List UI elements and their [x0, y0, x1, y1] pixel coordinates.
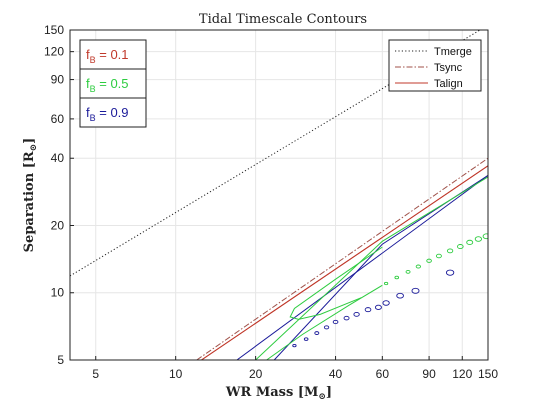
- legend-label-tsync: Tsync: [434, 62, 463, 74]
- y-tick-label: 120: [44, 45, 64, 59]
- fb-box: [79, 97, 147, 128]
- x-tick-label: 90: [422, 367, 436, 381]
- contour-island-fb-0.5: [415, 264, 421, 269]
- fb-label: fB = 0.9: [86, 105, 129, 123]
- contour-island-fb-0.5: [383, 281, 389, 286]
- x-tick-label: 120: [452, 367, 472, 381]
- contour-island-fb-0.5: [435, 253, 442, 259]
- fb-label: fB = 0.5: [86, 76, 129, 94]
- contour-line-fb-0.9: [236, 174, 488, 360]
- x-tick-label: 10: [169, 367, 183, 381]
- contour-line-fb-0.5: [289, 246, 383, 320]
- contour-island-fb-0.9: [382, 300, 390, 306]
- contour-island-fb-0.9: [303, 337, 309, 341]
- contour-line-fb-0.1: [201, 165, 488, 360]
- y-tick-label: 5: [57, 353, 64, 367]
- series-line-tsync: [196, 157, 488, 360]
- fb-box: [79, 39, 147, 70]
- y-tick-label: 60: [51, 112, 65, 126]
- contour-island-fb-0.9: [292, 343, 297, 348]
- contour-line-fb-0.5: [255, 176, 488, 360]
- x-tick-label: 5: [92, 367, 99, 381]
- x-tick-label: 40: [329, 367, 343, 381]
- legend-label-talign: Talign: [434, 78, 463, 90]
- y-axis-label: Separation [R⊙]: [22, 138, 39, 253]
- contour-island-fb-0.9: [314, 331, 320, 335]
- contour-island-fb-0.5: [446, 248, 454, 254]
- plot-frame: [69, 29, 489, 361]
- x-axis-ticks: 5 10 20 40 60 90 120 150: [92, 356, 498, 381]
- contour-island-fb-0.9: [445, 269, 455, 276]
- contour-island-fb-0.9: [374, 304, 382, 310]
- contour-island-fb-0.9: [332, 319, 339, 325]
- legend-label-tmerge: Tmerge: [434, 46, 472, 58]
- contour-island-fb-0.9: [323, 325, 330, 330]
- fb-annotation-group: fB = 0.1 fB = 0.5 fB = 0.9: [79, 39, 147, 128]
- y-tick-label: 90: [51, 73, 65, 87]
- contour-island-fb-0.5: [482, 233, 488, 240]
- contour-island-fb-0.5: [426, 258, 432, 263]
- chart-title: Tidal Timescale Contours: [199, 12, 367, 27]
- contour-line-fb-0.5: [266, 284, 383, 360]
- fb-label: fB = 0.1: [86, 47, 129, 65]
- contour-island-fb-0.9: [411, 287, 420, 294]
- contour-island-fb-0.5: [466, 239, 474, 246]
- contour-island-fb-0.9: [396, 292, 404, 299]
- contour-island-fb-0.5: [457, 244, 464, 250]
- legend: Tmerge Tsync Talign: [388, 39, 482, 92]
- contour-island-fb-0.9: [343, 315, 350, 321]
- contour-island-fb-0.9: [353, 312, 360, 317]
- x-tick-label: 60: [376, 367, 390, 381]
- x-tick-label: 20: [249, 367, 263, 381]
- y-tick-label: 40: [51, 151, 65, 165]
- y-tick-label: 20: [51, 218, 65, 232]
- y-tick-label: 10: [51, 286, 65, 300]
- contour-island-fb-0.5: [394, 275, 400, 280]
- contour-island-fb-0.5: [474, 236, 483, 242]
- x-axis-label: WR Mass [M⊙]: [225, 385, 332, 402]
- contour-island-fb-0.5: [405, 269, 411, 274]
- contour-island-fb-0.9: [364, 307, 372, 313]
- y-axis-ticks: 5 10 20 40 60 90 120 150: [44, 23, 74, 367]
- x-tick-label: 150: [478, 367, 498, 381]
- y-tick-label: 150: [44, 23, 64, 37]
